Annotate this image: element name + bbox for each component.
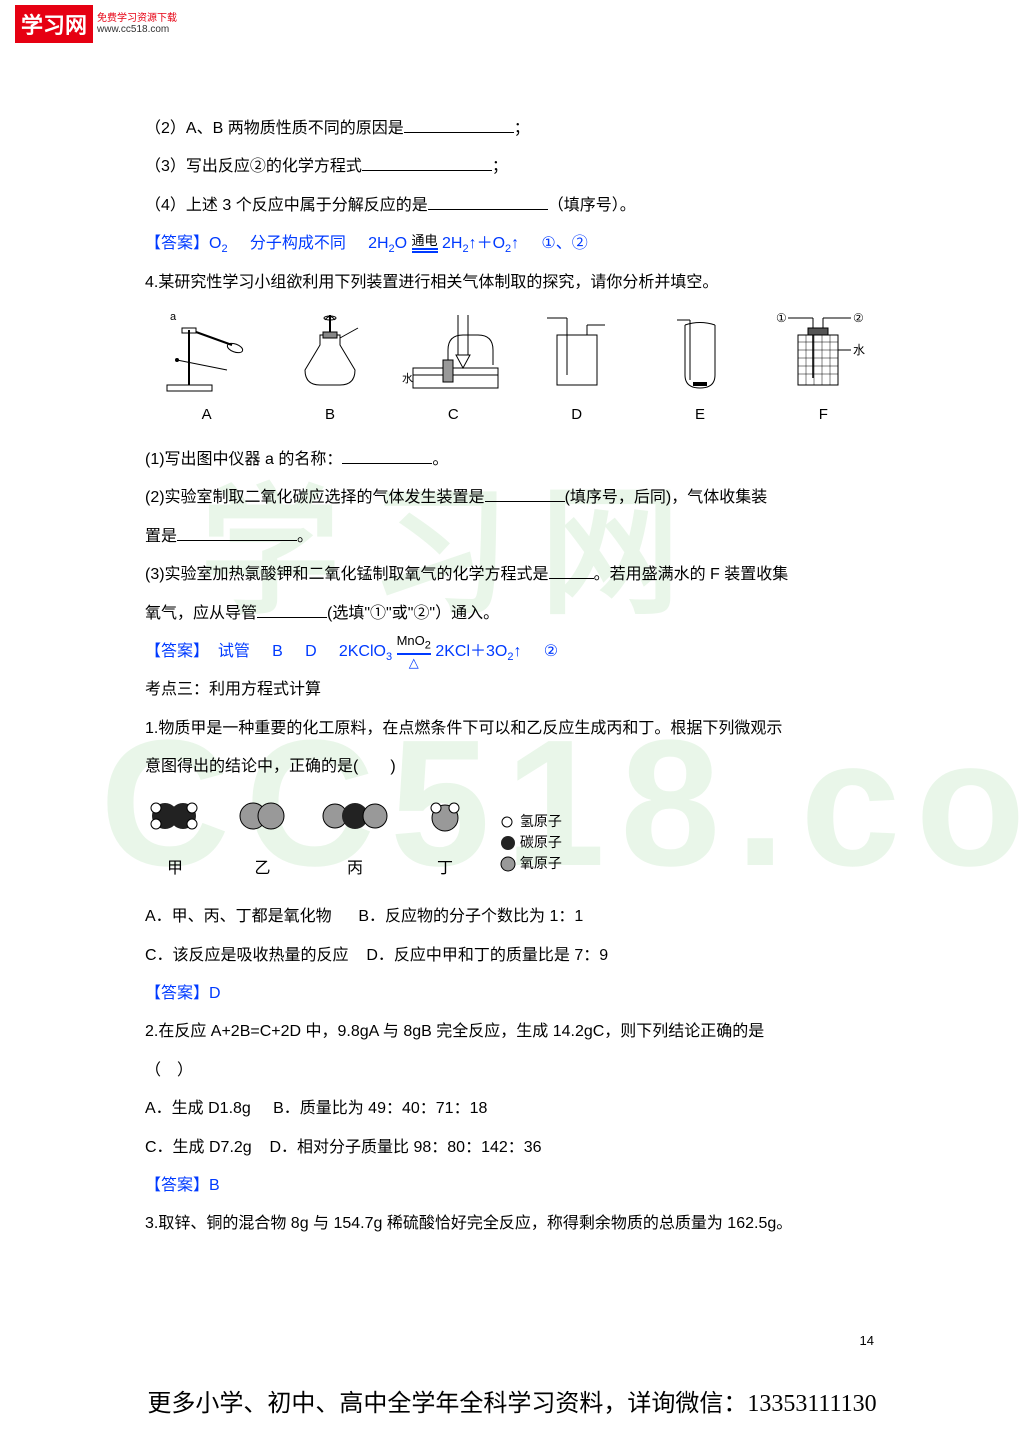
answer-q2: 【答案】B <box>145 1167 885 1205</box>
blank <box>362 154 492 171</box>
question-3: （3）写出反应②的化学方程式； <box>145 148 885 186</box>
q2: 2.在反应 A+2B=C+2D 中，9.8gA 与 8gB 完全反应，生成 14… <box>145 1013 885 1051</box>
apparatus-d: D <box>515 310 638 433</box>
site-logo: 学习网 免费学习资源下载 www.cc518.com <box>15 5 177 43</box>
svg-text:②: ② <box>853 311 864 325</box>
q4-3: (3)实验室加热氯酸钾和二氧化锰制取氧气的化学方程式是。若用盛满水的 F 装置收… <box>145 556 885 594</box>
question-2: （2）A、B 两物质性质不同的原因是； <box>145 110 885 148</box>
blank <box>428 193 548 210</box>
svg-text:①: ① <box>776 311 787 325</box>
reaction-arrow: 通电 <box>412 234 438 254</box>
apparatus-c: 水 C <box>392 310 515 433</box>
answer-4: 【答案】 试管 B D 2KClO3 MnO2 △ 2KCl＋3O2↑ ② <box>145 633 885 671</box>
q4-1: (1)写出图中仪器 a 的名称：。 <box>145 441 885 479</box>
reaction-arrow-2: MnO2 △ <box>397 634 431 669</box>
apparatus-e: E <box>638 310 761 433</box>
logo-text: 学习网 <box>15 5 93 43</box>
apparatus-diagrams: a A <box>145 310 885 433</box>
q4-2: (2)实验室制取二氧化碳应选择的气体发生装置是(填序号，后同)，气体收集装 <box>145 479 885 517</box>
question-4-intro: 4.某研究性学习小组欲利用下列装置进行相关气体制取的探究，请你分析并填空。 <box>145 264 885 302</box>
apparatus-a: a A <box>145 310 268 433</box>
mol-ding: 丁 <box>420 796 470 888</box>
topic-3: 考点三：利用方程式计算 <box>145 671 885 709</box>
svg-text:水: 水 <box>402 372 413 385</box>
atom-legend: 氢原子 碳原子 氧原子 <box>500 811 562 874</box>
q1-line2: 意图得出的结论中，正确的是( ) <box>145 748 885 786</box>
mol-jia: 甲 <box>145 796 205 888</box>
q2-paren: （ ） <box>145 1052 885 1090</box>
q2-options-2: C．生成 D7.2g D．相对分子质量比 98：80：142：36 <box>145 1129 885 1167</box>
q3: 3.取锌、铜的混合物 8g 与 154.7g 稀硫酸恰好完全反应，称得剩余物质的… <box>145 1205 885 1243</box>
mol-yi: 乙 <box>235 796 290 888</box>
q4-3b: 氧气，应从导管(选填"①"或"②"）通入。 <box>145 595 885 633</box>
q4-2b: 置是。 <box>145 518 885 556</box>
q1-options-1: A．甲、丙、丁都是氧化物 B．反应物的分子个数比为 1：1 <box>145 898 885 936</box>
mol-bing: 丙 <box>320 796 390 888</box>
molecule-diagrams: 甲 乙 丙 丁 氢原子 碳原子 氧原子 <box>145 796 885 888</box>
answer-q1: 【答案】D <box>145 975 885 1013</box>
svg-text:水: 水 <box>853 343 865 357</box>
question-4: （4）上述 3 个反应中属于分解反应的是（填序号）。 <box>145 187 885 225</box>
q2-options-1: A．生成 D1.8g B．质量比为 49：40：71：18 <box>145 1090 885 1128</box>
blank <box>404 116 514 133</box>
apparatus-b: B <box>268 310 391 433</box>
svg-text:a: a <box>170 311 177 323</box>
page-number: 14 <box>860 1333 874 1348</box>
footer-text: 更多小学、初中、高中全学年全科学习资料，详询微信：13353111130 <box>0 1383 1024 1418</box>
logo-subtitle: 免费学习资源下载 www.cc518.com <box>97 13 177 35</box>
document-content: （2）A、B 两物质性质不同的原因是； （3）写出反应②的化学方程式； （4）上… <box>145 110 885 1244</box>
q1-options-2: C．该反应是吸收热量的反应 D．反应中甲和丁的质量比是 7：9 <box>145 937 885 975</box>
q1-line1: 1.物质甲是一种重要的化工原料，在点燃条件下可以和乙反应生成丙和丁。根据下列微观… <box>145 710 885 748</box>
answer-3: 【答案】O2 分子构成不同 2H2O 通电 2H2↑＋O2↑ ①、② <box>145 225 885 263</box>
apparatus-f: ① ② 水 F <box>762 310 885 433</box>
